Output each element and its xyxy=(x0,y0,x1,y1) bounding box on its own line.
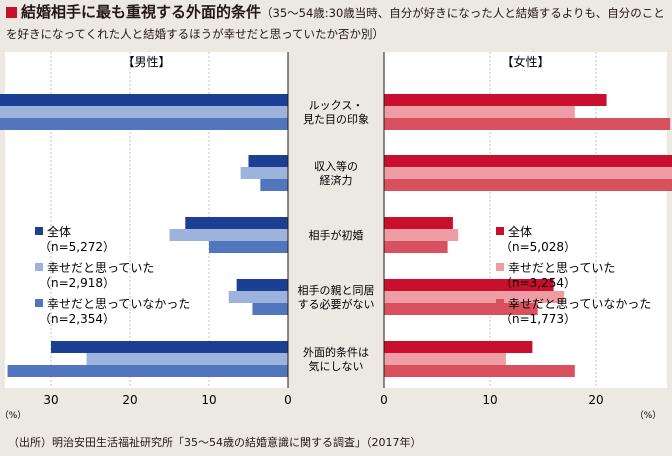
male-tick-label: 30 xyxy=(43,393,58,407)
title-marker-icon xyxy=(6,7,17,18)
female-bar xyxy=(384,106,575,118)
male-bar xyxy=(7,365,289,377)
female-bar xyxy=(384,341,533,353)
chart-title: 結婚相手に最も重視する外面的条件（35～54歳:30歳当時、自分が好きになった人… xyxy=(6,2,670,44)
female-bar xyxy=(384,365,575,377)
category-label: 相手が初婚 xyxy=(309,228,364,242)
male-bar xyxy=(0,118,288,130)
male-tick-label: 10 xyxy=(201,393,216,407)
female-bar xyxy=(384,229,459,241)
title-subtitle: （35～54歳:30歳当時、自分が好きになった人と結婚するよりも、自分のことを好… xyxy=(6,6,665,41)
female-legend-label: 幸せだと思っていた xyxy=(508,261,615,275)
female-bar xyxy=(384,291,565,303)
male-bar xyxy=(228,291,288,303)
male-bar xyxy=(0,106,288,118)
male-bar xyxy=(185,217,288,229)
female-bar xyxy=(384,353,506,365)
male-bar xyxy=(236,279,288,291)
male-bar xyxy=(240,167,288,179)
male-legend-n: （n=2,354） xyxy=(39,312,115,326)
female-bar xyxy=(384,179,672,191)
male-tick-label: 20 xyxy=(122,393,137,407)
male-bar xyxy=(51,341,288,353)
male-bar xyxy=(86,353,288,365)
female-bar xyxy=(384,94,607,106)
male-bar xyxy=(209,241,288,253)
female-tick-label: 10 xyxy=(482,393,497,407)
category-label: 外面的条件は xyxy=(303,345,369,359)
female-bar xyxy=(384,241,448,253)
male-panel-title: 【男性】 xyxy=(122,55,170,69)
female-bar xyxy=(384,155,672,167)
female-legend-n: （n=1,773） xyxy=(500,312,576,326)
male-legend-n: （n=2,918） xyxy=(39,276,115,290)
category-label: ルックス・ xyxy=(309,99,364,112)
category-label: する必要がない xyxy=(298,297,375,311)
female-legend-swatch xyxy=(496,227,504,235)
male-bar xyxy=(0,94,288,106)
category-label: 経済力 xyxy=(320,173,353,187)
female-unit-label: （%） xyxy=(635,410,662,421)
male-legend-n: （n=5,272） xyxy=(39,240,115,254)
female-legend-swatch xyxy=(496,263,504,271)
female-legend-n: （n=5,028） xyxy=(500,240,576,254)
female-legend-swatch xyxy=(496,299,504,307)
male-bar xyxy=(169,229,288,241)
female-panel-title: 【女性】 xyxy=(501,54,549,69)
female-tick-label: 20 xyxy=(588,393,603,407)
female-tick-label: 0 xyxy=(380,393,388,407)
female-legend-label: 全体 xyxy=(508,224,532,239)
title-main: 結婚相手に最も重視する外面的条件 xyxy=(21,3,262,21)
male-legend-swatch xyxy=(35,263,43,271)
female-legend-label: 幸せだと思っていなかった xyxy=(508,297,651,311)
female-bar xyxy=(384,167,672,179)
male-legend-swatch xyxy=(35,227,43,235)
male-legend-label: 幸せだと思っていなかった xyxy=(47,297,190,311)
male-unit-label: （%） xyxy=(0,410,26,421)
male-tick-label: 0 xyxy=(284,393,292,407)
male-bar xyxy=(252,303,288,315)
category-label: 見た目の印象 xyxy=(303,113,369,126)
female-bar xyxy=(384,279,554,291)
male-legend-label: 幸せだと思っていた xyxy=(47,261,154,275)
category-label: 相手の親と同居 xyxy=(298,283,375,297)
male-legend-swatch xyxy=(35,299,43,307)
source-note: （出所）明治安田生活福祉研究所「35～54歳の結婚意識に関する調査」（2017年… xyxy=(8,436,422,449)
male-bar xyxy=(260,179,288,191)
female-bar xyxy=(384,217,453,229)
category-label: 収入等の xyxy=(314,159,358,173)
female-bar xyxy=(384,118,671,130)
male-bar xyxy=(248,155,288,167)
category-label: 気にしない xyxy=(309,359,364,373)
male-legend-label: 全体 xyxy=(47,224,71,239)
female-legend-n: （n=3,254） xyxy=(500,276,576,290)
